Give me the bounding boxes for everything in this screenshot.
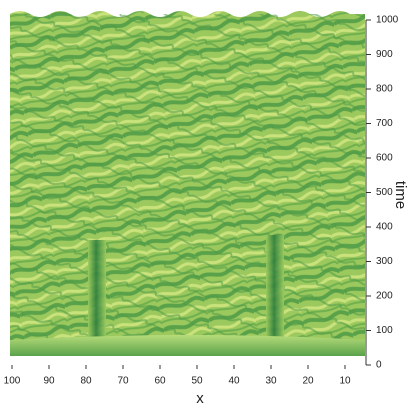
y-tick-label: 600 xyxy=(376,153,393,164)
x-tick-label: 100 xyxy=(4,376,21,387)
y-tick-label: 0 xyxy=(376,360,382,371)
x-tick-label: 40 xyxy=(228,376,240,387)
y-tick-label: 800 xyxy=(376,84,393,95)
x-tick-label: 10 xyxy=(339,376,351,387)
y-tick-label: 700 xyxy=(376,118,393,129)
y-tick-label: 500 xyxy=(376,187,393,198)
surface xyxy=(10,11,365,356)
y-tick-label: 200 xyxy=(376,291,393,302)
x-tick-label: 60 xyxy=(154,376,166,387)
x-tick-label: 70 xyxy=(117,376,129,387)
y-tick-label: 1000 xyxy=(376,15,399,26)
y-tick-label: 300 xyxy=(376,256,393,267)
x-tick-label: 50 xyxy=(191,376,203,387)
x-tick-label: 80 xyxy=(80,376,92,387)
y-axis-title: time xyxy=(392,181,409,209)
y-tick-label: 900 xyxy=(376,49,393,60)
x-tick-label: 20 xyxy=(302,376,314,387)
x-axis-title: x xyxy=(196,390,204,407)
y-tick-label: 100 xyxy=(376,325,393,336)
x-tick-label: 90 xyxy=(43,376,55,387)
y-tick-label: 400 xyxy=(376,222,393,233)
x-tick-label: 30 xyxy=(265,376,277,387)
